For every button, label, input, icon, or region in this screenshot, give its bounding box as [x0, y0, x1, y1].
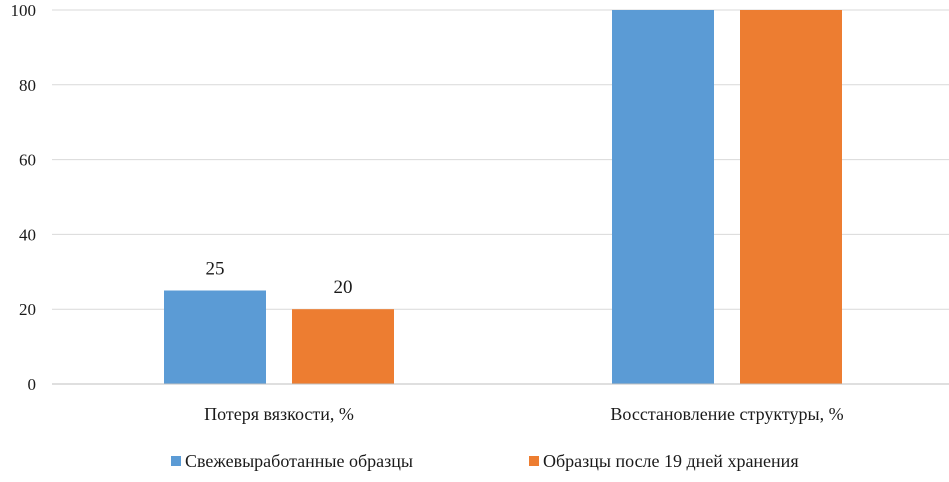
bar — [740, 10, 842, 384]
x-category-label: Потеря вязкости, % — [204, 404, 354, 424]
y-tick-label: 0 — [28, 375, 37, 394]
bar — [164, 290, 266, 384]
y-tick-label: 20 — [19, 300, 36, 319]
y-tick-label: 40 — [19, 225, 36, 244]
bar — [292, 309, 394, 384]
legend-label: Свежевыработанные образцы — [185, 451, 413, 471]
x-category-label: Восстановление структуры, % — [610, 404, 843, 424]
data-label: 25 — [206, 259, 225, 280]
bar — [612, 10, 714, 384]
y-tick-label: 100 — [11, 1, 37, 20]
legend-swatch — [171, 456, 181, 466]
legend-label: Образцы после 19 дней хранения — [543, 451, 799, 471]
legend-swatch — [529, 456, 539, 466]
data-label: 20 — [334, 277, 353, 298]
y-tick-label: 60 — [19, 151, 36, 170]
y-tick-label: 80 — [19, 76, 36, 95]
